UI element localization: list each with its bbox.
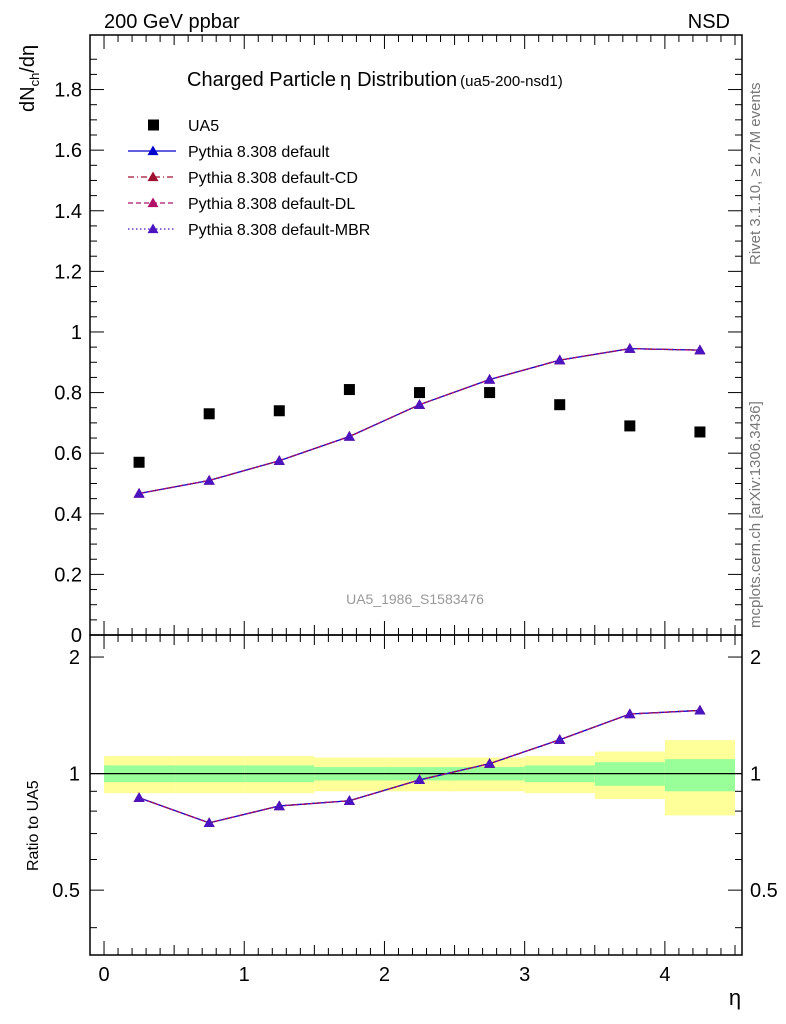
legend-entry-label: UA5 [188,118,219,135]
ratio-series-marker [484,758,496,768]
energy-label: 200 GeV ppbar [104,11,240,33]
mc-series-marker [343,431,355,441]
ratio-series-marker [414,774,426,785]
ratio-series-marker [694,704,706,715]
ratio-y-axis-label: Ratio to UA5 [25,780,42,871]
main-y-tick-labels: 0 0.2 0.4 0.6 0.8 1 1.2 1.4 1.6 1.8 [54,80,82,647]
ua5-data-point [624,420,636,432]
x-tick-label: 4 [659,964,670,986]
ratio-axis-ticks [90,635,742,955]
main-y-tick-label: 1.8 [54,80,82,102]
ua5-data-point [273,405,285,417]
main-y-tick-label: 1 [71,322,82,344]
main-y-tick-label: 0.6 [54,443,82,465]
mc-series-marker [624,343,636,353]
ratio-series-marker [554,734,566,744]
mc-series-line [138,347,700,495]
side-label-bottom: mcplots.cern.ch [arXiv:1306.3436] [747,401,764,628]
main-y-tick-label: 0 [71,625,82,647]
mc-series-marker [133,487,145,498]
side-label-top: Rivet 3.1.10, ≥ 2.7M events [747,83,764,266]
ratio-y-tick-label-left: 1 [69,764,80,786]
ratio-y-tick-label-right: 1 [750,764,761,786]
ratio-band-inner [664,759,735,792]
legend-entry-label: Pythia 8.308 default-MBR [188,222,370,239]
legend-marker-triangle [147,197,159,208]
main-y-axis-label: dNch/dη [17,45,42,112]
ua5-data-point [694,426,706,438]
ratio-plot-panel: 0.5 0.5 1 1 2 2 0 1 2 3 4 Ratio to UA5 η [25,634,778,1010]
chart-title-rest: Distribution [357,69,457,91]
legend-entry-label: Pythia 8.308 default-DL [188,196,355,213]
x-tick-label: 1 [239,964,250,986]
y-label-base: dN [17,86,39,112]
ratio-y-tick-label-right: 2 [750,647,761,669]
ratio-series-marker [273,800,285,811]
mc-series-marker [554,354,566,365]
mc-series-line [138,347,700,495]
y-label-tail: /dη [17,45,39,73]
ratio-y-tick-labels: 0.5 0.5 1 1 2 2 [52,647,778,902]
ua5-data-point [343,384,355,396]
legend: UA5 Pythia 8.308 default Pythia 8.308 defa… [128,118,370,239]
legend-marker-triangle [147,145,159,156]
ua5-data-point [484,387,496,399]
chart-title-main: Charged Particle [187,69,336,91]
legend-marker-triangle [147,223,159,234]
chart-title-tag: (ua5-200-nsd1) [460,73,563,90]
ratio-uncertainty-bands [104,740,735,816]
main-plot-panel: 0 0.2 0.4 0.6 0.8 1 1.2 1.4 1.6 1.8 dNch/dη Charg… [17,34,743,647]
ratio-x-tick-labels: 0 1 2 3 4 [98,964,670,986]
ratio-series-marker [624,708,636,719]
chart-title: Charged Particle η Distribution (ua5-200-ns… [187,69,563,91]
main-axis-ticks [90,35,742,636]
main-series-layer [133,343,706,498]
x-tick-label: 2 [379,964,390,986]
ua5-data-point [203,408,215,420]
legend-entry-label: Pythia 8.308 default-CD [188,170,358,187]
main-y-tick-label: 0.8 [54,383,82,405]
process-label: NSD [688,11,730,33]
ratio-y-tick-label-left: 2 [69,647,80,669]
x-axis-label: η [729,985,741,1010]
analysis-watermark: UA5_1986_S1583476 [346,591,484,607]
ua5-data-point [554,399,566,411]
ua5-data-point [133,456,145,468]
main-y-tick-label: 1.6 [54,140,82,162]
legend-entry-label: Pythia 8.308 default [188,144,330,161]
ratio-y-tick-label-right: 0.5 [750,880,778,902]
ua5-data-point [414,387,426,399]
y-label-subscript: ch [27,73,42,87]
legend-marker-square [148,119,159,131]
main-y-tick-label: 0.2 [54,564,82,586]
x-tick-label: 0 [98,964,109,986]
mc-series-line [138,347,700,495]
ratio-series-layer [133,704,706,827]
chart-title-symbol: η [340,69,351,91]
ratio-series-marker [133,792,145,802]
legend-marker-triangle [147,171,159,182]
mc-series-marker [484,374,496,384]
ratio-series-marker [203,817,215,827]
mc-series-marker [203,474,215,485]
ratio-series-marker [343,795,355,805]
mc-series-marker [273,455,285,465]
ratio-plot-frame [89,634,743,956]
main-y-tick-label: 0.4 [54,504,82,526]
mc-series-marker [414,399,426,409]
mc-series-line [138,347,700,495]
ratio-y-tick-label-left: 0.5 [52,880,80,902]
main-y-tick-label: 1.4 [54,201,82,223]
mc-series-marker [694,344,706,355]
x-tick-label: 3 [519,964,530,986]
main-y-tick-label: 1.2 [54,261,82,283]
